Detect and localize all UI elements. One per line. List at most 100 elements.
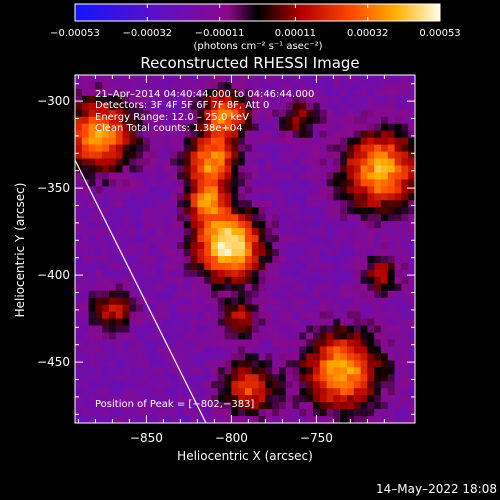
heatmap-cell (319, 249, 328, 257)
heatmap-cell (190, 276, 198, 285)
heatmap-cell (299, 200, 307, 208)
heatmap-cell (360, 360, 368, 368)
heatmap-cell (109, 214, 117, 222)
heatmap-cell (170, 235, 178, 243)
heatmap-cell (88, 374, 96, 382)
heatmap-cell (333, 193, 341, 201)
heatmap-cell (217, 269, 226, 278)
heatmap-cell (95, 402, 103, 410)
heatmap-cell (367, 116, 375, 125)
heatmap-cell (340, 214, 348, 222)
heatmap-cell (353, 151, 362, 160)
heatmap-cell (340, 193, 348, 201)
heatmap-cell (265, 172, 273, 180)
heatmap-cell (367, 325, 375, 334)
heatmap-cell (265, 402, 273, 410)
heatmap-cell (394, 158, 402, 167)
heatmap-cell (81, 151, 90, 160)
heatmap-cell (313, 262, 321, 271)
heatmap-cell (360, 123, 368, 132)
heatmap-cell (204, 137, 212, 146)
heatmap-cell (326, 102, 334, 111)
heatmap-cell (156, 353, 164, 361)
heatmap-cell (183, 269, 192, 278)
heatmap-cell (367, 249, 375, 257)
heatmap-cell (340, 165, 348, 174)
heatmap-cell (217, 88, 226, 97)
heatmap-cell (190, 360, 198, 368)
heatmap-cell (292, 388, 300, 396)
heatmap-cell (313, 81, 321, 90)
heatmap-cell (75, 151, 83, 160)
heatmap-cell (319, 346, 328, 354)
heatmap-cell (319, 290, 328, 299)
heatmap-cell (122, 346, 130, 354)
heatmap-cell (129, 283, 137, 292)
heatmap-cell (347, 81, 355, 90)
heatmap-cell (197, 311, 205, 320)
heatmap-cell (231, 242, 239, 250)
heatmap-cell (306, 179, 314, 187)
heatmap-cell (211, 297, 219, 306)
heatmap-cell (170, 290, 178, 299)
heatmap-cell (265, 262, 273, 271)
heatmap-cell (238, 242, 246, 250)
heatmap-cell (313, 290, 321, 299)
heatmap-cell (285, 109, 294, 118)
heatmap-cell (224, 374, 232, 382)
heatmap-cell (190, 339, 198, 348)
heatmap-cell (231, 123, 239, 132)
heatmap-cell (224, 109, 232, 118)
heatmap-cell (258, 367, 266, 375)
heatmap-cell (319, 200, 328, 208)
heatmap-cell (292, 255, 300, 264)
heatmap-cell (306, 367, 314, 375)
heatmap-cell (326, 158, 334, 167)
heatmap-cell (387, 123, 396, 132)
heatmap-cell (381, 158, 389, 167)
heatmap-cell (265, 179, 273, 187)
heatmap-cell (285, 186, 294, 194)
heatmap-cell (374, 374, 382, 382)
heatmap-cell (313, 332, 321, 341)
heatmap-cell (319, 360, 328, 368)
heatmap-cell (374, 242, 382, 250)
heatmap-cell (81, 255, 90, 264)
heatmap-cell (102, 186, 110, 194)
heatmap-cell (129, 269, 137, 278)
heatmap-cell (360, 179, 368, 187)
heatmap-cell (217, 381, 226, 389)
heatmap-cell (326, 283, 334, 292)
heatmap-cell (272, 262, 280, 271)
heatmap-cell (292, 137, 300, 146)
heatmap-cell (360, 130, 368, 139)
heatmap-cell (102, 416, 110, 423)
heatmap-cell (211, 325, 219, 334)
heatmap-cell (360, 318, 368, 327)
heatmap-cell (217, 81, 226, 90)
heatmap-cell (251, 297, 260, 306)
heatmap-cell (401, 214, 409, 222)
heatmap-cell (265, 200, 273, 208)
heatmap-cell (183, 214, 192, 222)
heatmap-cell (190, 367, 198, 375)
heatmap-cell (163, 311, 171, 320)
heatmap-cell (387, 255, 396, 264)
heatmap-cell (75, 332, 83, 341)
heatmap-cell (170, 269, 178, 278)
heatmap-cell (360, 172, 368, 180)
heatmap-cell (381, 123, 389, 132)
heatmap-cell (258, 381, 266, 389)
heatmap-cell (313, 200, 321, 208)
heatmap-cell (197, 249, 205, 257)
heatmap-cell (224, 95, 232, 104)
heatmap-cell (88, 416, 96, 423)
heatmap-cell (204, 367, 212, 375)
heatmap-cell (353, 283, 362, 292)
heatmap-cell (204, 290, 212, 299)
heatmap-cell (231, 95, 239, 104)
heatmap-cell (360, 144, 368, 153)
heatmap-cell (149, 95, 158, 104)
heatmap-cell (401, 116, 409, 125)
heatmap-cell (238, 75, 246, 83)
